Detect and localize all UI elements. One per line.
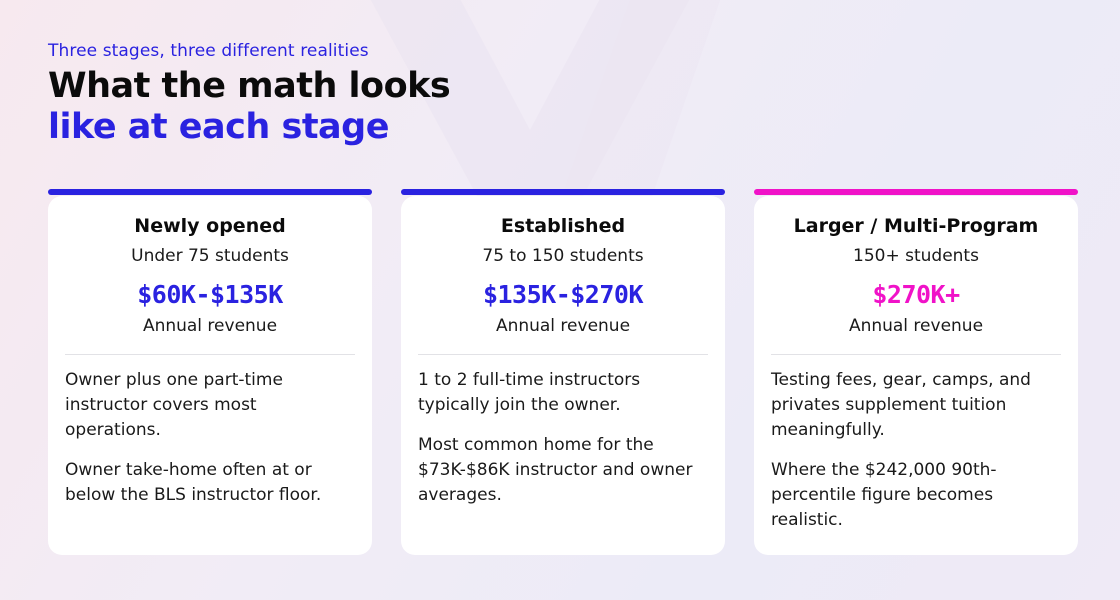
- card-paragraph: Where the $242,000 90th-percentile figur…: [771, 460, 997, 530]
- card-revenue-label: Annual revenue: [848, 316, 984, 336]
- card-paragraph: Testing fees, gear, camps, and privates …: [771, 370, 1031, 440]
- stage-cards: Newly opened Under 75 students $60K-$135…: [48, 189, 1078, 555]
- card-paragraph: Owner take-home often at or below the BL…: [65, 460, 322, 505]
- page-header: Three stages, three different realities …: [48, 40, 451, 148]
- card-title: Larger / Multi-Program: [793, 215, 1039, 237]
- card-revenue-range: $60K-$135K: [137, 280, 283, 309]
- card-students: Under 75 students: [131, 246, 289, 266]
- card-accent-bar: [754, 189, 1078, 195]
- card-divider: [771, 354, 1061, 355]
- stage-card-larger-multi-program: Larger / Multi-Program 150+ students $27…: [754, 189, 1078, 555]
- card-title: Established: [500, 215, 626, 237]
- card-accent-bar: [401, 189, 725, 195]
- card-paragraph: Owner plus one part-time instructor cove…: [65, 370, 283, 440]
- card-revenue-label: Annual revenue: [142, 316, 278, 336]
- card-revenue-range: $135K-$270K: [482, 280, 644, 309]
- card-revenue-range: $270K+: [872, 280, 960, 309]
- stage-card-newly-opened: Newly opened Under 75 students $60K-$135…: [48, 189, 372, 555]
- page-title-line-2: like at each stage: [48, 107, 389, 147]
- stage-card-established: Established 75 to 150 students $135K-$27…: [401, 189, 725, 555]
- card-title: Newly opened: [134, 215, 286, 237]
- card-body: Established 75 to 150 students $135K-$27…: [401, 196, 725, 555]
- page-title-line-1: What the math looks: [48, 66, 451, 106]
- card-paragraph: Most common home for the $73K-$86K instr…: [418, 435, 693, 505]
- card-accent-bar: [48, 189, 372, 195]
- card-revenue-label: Annual revenue: [495, 316, 631, 336]
- card-body: Newly opened Under 75 students $60K-$135…: [48, 196, 372, 555]
- card-body: Larger / Multi-Program 150+ students $27…: [754, 196, 1078, 555]
- card-divider: [65, 354, 355, 355]
- card-students: 75 to 150 students: [482, 246, 644, 266]
- eyebrow-text: Three stages, three different realities: [48, 41, 369, 61]
- card-students: 150+ students: [853, 246, 979, 266]
- page-title: What the math looks like at each stage: [48, 66, 451, 148]
- card-divider: [418, 354, 708, 355]
- card-paragraph: 1 to 2 full-time instructors typically j…: [418, 370, 641, 415]
